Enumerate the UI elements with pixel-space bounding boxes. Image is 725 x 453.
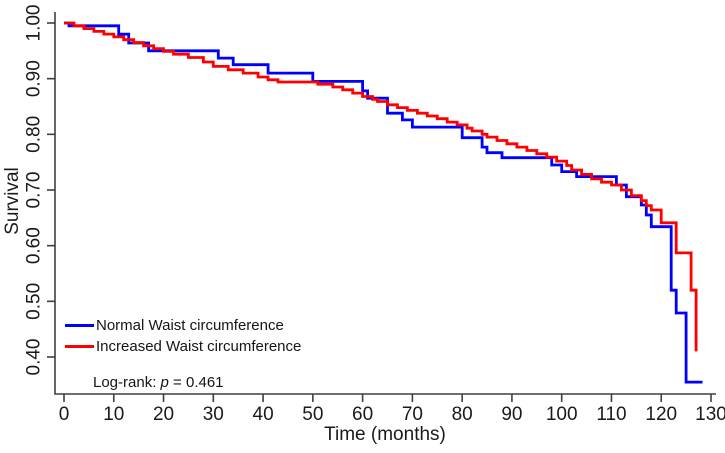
y-tick-label: 0.50	[24, 283, 45, 320]
x-tick-label: 120	[645, 404, 677, 425]
x-tick-label: 30	[203, 404, 224, 425]
legend-item-normal-waist: Normal Waist circumference	[65, 315, 301, 336]
logrank-value: = 0.461	[168, 374, 224, 391]
legend-line-swatch-red	[65, 345, 94, 348]
x-axis-title: Time (months)	[324, 424, 446, 445]
legend-item-increased-waist: Increased Waist circumference	[65, 336, 301, 357]
survival-curve-increased-waist	[64, 21, 698, 352]
legend-label: Increased Waist circumference	[96, 338, 302, 355]
x-tick-label: 0	[59, 404, 70, 425]
y-tick-label: 0.70	[24, 172, 45, 209]
x-tick-label: 80	[452, 404, 473, 425]
survival-curve-normal-waist	[64, 21, 703, 384]
legend: Normal Waist circumference Increased Wai…	[65, 315, 301, 357]
x-tick-label: 50	[302, 404, 323, 425]
y-tick-label: 1.00	[24, 5, 45, 42]
logrank-p-symbol: p	[160, 374, 169, 391]
logrank-prefix: Log-rank:	[93, 374, 161, 391]
logrank-annotation: Log-rank: p = 0.461	[93, 374, 224, 391]
legend-line-swatch-blue	[65, 324, 94, 327]
y-axis-title: Survival	[2, 167, 23, 235]
x-tick-label: 40	[253, 404, 274, 425]
y-tick-label: 0.40	[24, 339, 45, 376]
x-tick-label: 20	[153, 404, 174, 425]
legend-label: Normal Waist circumference	[96, 317, 284, 334]
x-tick-label: 130	[695, 404, 725, 425]
x-tick-label: 60	[352, 404, 373, 425]
y-tick-label: 0.80	[24, 116, 45, 153]
axes-frame	[54, 12, 716, 395]
y-tick-label: 0.90	[24, 60, 45, 97]
x-tick-label: 100	[546, 404, 578, 425]
x-tick-label: 70	[402, 404, 423, 425]
x-tick-label: 110	[596, 404, 626, 425]
x-tick-label: 90	[501, 404, 522, 425]
y-tick-label: 0.60	[24, 227, 45, 264]
x-tick-label: 10	[103, 404, 124, 425]
